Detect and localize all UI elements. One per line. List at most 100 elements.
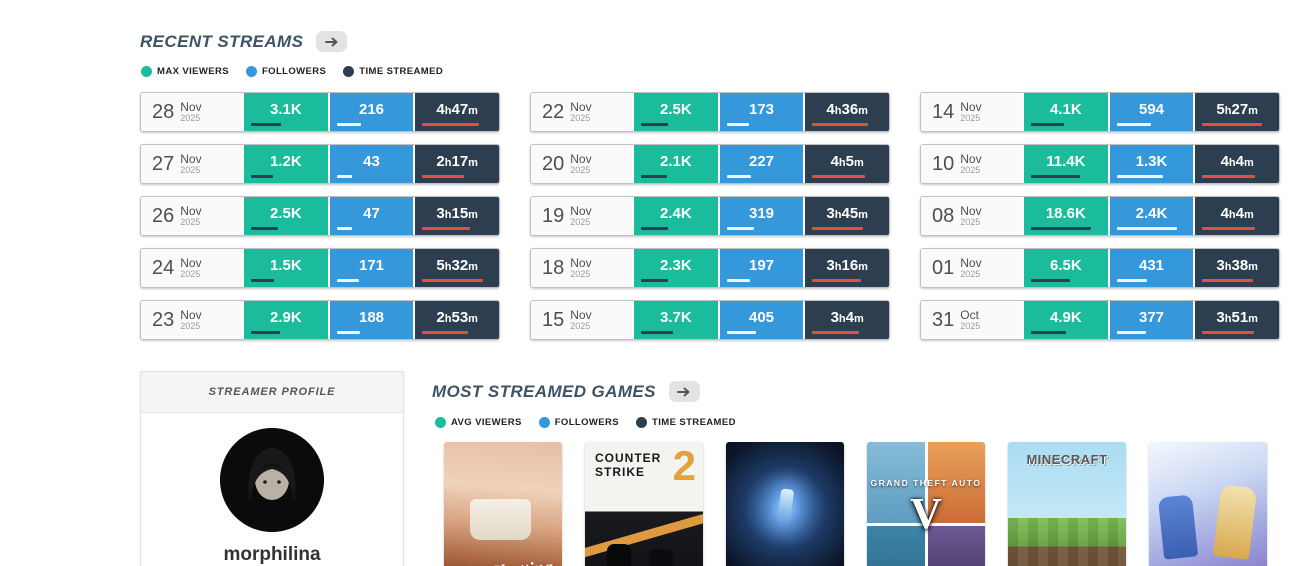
stream-card[interactable]: 14 Nov 2025 4.1K 594 5h27m <box>920 92 1280 132</box>
date-year: 2025 <box>960 268 981 279</box>
stream-date: 28 Nov 2025 <box>141 93 242 131</box>
recent-streams-header: RECENT STREAMS <box>140 31 348 52</box>
value-bar <box>251 175 273 178</box>
stream-date: 14 Nov 2025 <box>921 93 1022 131</box>
value-bar <box>336 175 352 178</box>
date-month-year: Nov 2025 <box>570 205 591 227</box>
time-streamed-cell: 4h5m <box>805 145 889 183</box>
stream-card[interactable]: 15 Nov 2025 3.7K 405 3h4m <box>530 300 890 340</box>
value-bar <box>336 123 361 126</box>
stream-card[interactable]: 08 Nov 2025 18.6K 2.4K 4h4m <box>920 196 1280 236</box>
recent-streams-more-button[interactable] <box>316 31 348 52</box>
date-month: Nov <box>180 151 202 166</box>
value-bar <box>812 123 868 126</box>
legend-dot <box>435 417 446 428</box>
game-cover-counter-strike-2[interactable]: COUNTER STRIKE 2 <box>585 442 703 566</box>
most-streamed-games-more-button[interactable] <box>668 381 700 402</box>
game-covers-row: Just Chatting COUNTER STRIKE 2 grand theft … <box>444 442 1267 566</box>
date-year: 2025 <box>570 164 591 175</box>
stream-date: 10 Nov 2025 <box>921 145 1022 183</box>
stream-card[interactable]: 27 Nov 2025 1.2K 43 2h17m <box>140 144 500 184</box>
cell-value: 4.1K <box>1049 101 1082 118</box>
recent-streams-legend: MAX VIEWERS FOLLOWERS TIME STREAMED <box>141 66 443 77</box>
stream-date: 22 Nov 2025 <box>531 93 632 131</box>
date-year: 2025 <box>960 320 981 331</box>
date-month-year: Nov 2025 <box>960 153 981 175</box>
max-viewers-cell: 2.3K <box>634 249 718 287</box>
game-cover-genshin-impact[interactable] <box>1149 442 1267 566</box>
cell-value: 188 <box>358 309 385 326</box>
date-month-year: Nov 2025 <box>960 257 981 279</box>
cell-value: 2.4K <box>659 205 692 222</box>
value-bar <box>251 331 280 334</box>
stream-card[interactable]: 23 Nov 2025 2.9K 188 2h53m <box>140 300 500 340</box>
value-bar <box>1202 123 1263 126</box>
legend-item: MAX VIEWERS <box>141 66 229 77</box>
streamer-profile-card: STREAMER PROFILE morphilina <box>140 371 404 566</box>
date-month: Nov <box>180 99 202 114</box>
time-streamed-cell: 2h17m <box>415 145 499 183</box>
stream-card[interactable]: 19 Nov 2025 2.4K 319 3h45m <box>530 196 890 236</box>
value-bar <box>812 227 864 230</box>
game-cover-minecraft[interactable]: MINECRAFT <box>1008 442 1126 566</box>
time-streamed-cell: 4h4m <box>1195 197 1279 235</box>
cell-value: 2.9K <box>269 309 302 326</box>
date-day: 20 <box>542 152 565 175</box>
value-bar <box>641 227 669 230</box>
stream-card[interactable]: 22 Nov 2025 2.5K 173 4h36m <box>530 92 890 132</box>
time-streamed-cell: 3h38m <box>1195 249 1279 287</box>
stream-card[interactable]: 10 Nov 2025 11.4K 1.3K 4h4m <box>920 144 1280 184</box>
value-bar <box>726 331 757 334</box>
cell-value: 6.5K <box>1049 257 1082 274</box>
date-month: Nov <box>960 151 982 166</box>
value-bar <box>422 331 469 334</box>
value-bar <box>1116 227 1177 230</box>
legend-item: FOLLOWERS <box>538 417 619 428</box>
max-viewers-cell: 1.2K <box>244 145 328 183</box>
value-bar <box>336 279 359 282</box>
game-cover-dark-fantasy[interactable] <box>726 442 844 566</box>
stream-card[interactable]: 24 Nov 2025 1.5K 171 5h32m <box>140 248 500 288</box>
date-day: 15 <box>542 308 565 331</box>
cell-value: 3h16m <box>826 257 868 274</box>
stream-card[interactable]: 01 Nov 2025 6.5K 431 3h38m <box>920 248 1280 288</box>
stream-date: 01 Nov 2025 <box>921 249 1022 287</box>
max-viewers-cell: 3.1K <box>244 93 328 131</box>
date-month: Nov <box>960 99 982 114</box>
cell-value: 216 <box>358 101 385 118</box>
date-year: 2025 <box>960 164 981 175</box>
stream-card[interactable]: 26 Nov 2025 2.5K 47 3h15m <box>140 196 500 236</box>
followers-cell: 319 <box>719 197 804 235</box>
legend-item: TIME STREAMED <box>343 66 443 77</box>
stream-card[interactable]: 20 Nov 2025 2.1K 227 4h5m <box>530 144 890 184</box>
game-cover-gta-v[interactable]: grand theft auto V <box>867 442 985 566</box>
followers-cell: 47 <box>329 197 414 235</box>
cell-value: 3h45m <box>826 205 868 222</box>
value-bar <box>726 175 752 178</box>
legend-label: TIME STREAMED <box>359 66 444 77</box>
date-month: Nov <box>570 307 592 322</box>
max-viewers-cell: 3.7K <box>634 301 718 339</box>
date-month-year: Oct 2025 <box>960 309 980 331</box>
date-day: 24 <box>152 256 175 279</box>
value-bar <box>1031 175 1080 178</box>
stream-column-2: 22 Nov 2025 2.5K 173 4h36m 20 Nov 2025 2.1K 227 4h5… <box>530 92 890 340</box>
time-streamed-cell: 3h15m <box>415 197 499 235</box>
value-bar <box>812 331 860 334</box>
stream-date: 23 Nov 2025 <box>141 301 242 339</box>
game-cover-badge: V <box>910 489 942 538</box>
stream-card[interactable]: 18 Nov 2025 2.3K 197 3h16m <box>530 248 890 288</box>
cell-value: 3.1K <box>269 101 302 118</box>
value-bar <box>1202 331 1254 334</box>
stream-card[interactable]: 31 Oct 2025 4.9K 377 3h51m <box>920 300 1280 340</box>
stream-card[interactable]: 28 Nov 2025 3.1K 216 4h47m <box>140 92 500 132</box>
date-year: 2025 <box>570 216 591 227</box>
value-bar <box>1031 331 1066 334</box>
followers-cell: 173 <box>719 93 804 131</box>
value-bar <box>812 279 861 282</box>
game-cover-just-chatting[interactable]: Just Chatting <box>444 442 562 566</box>
date-day: 31 <box>932 308 955 331</box>
followers-cell: 377 <box>1109 301 1194 339</box>
date-day: 22 <box>542 100 565 123</box>
